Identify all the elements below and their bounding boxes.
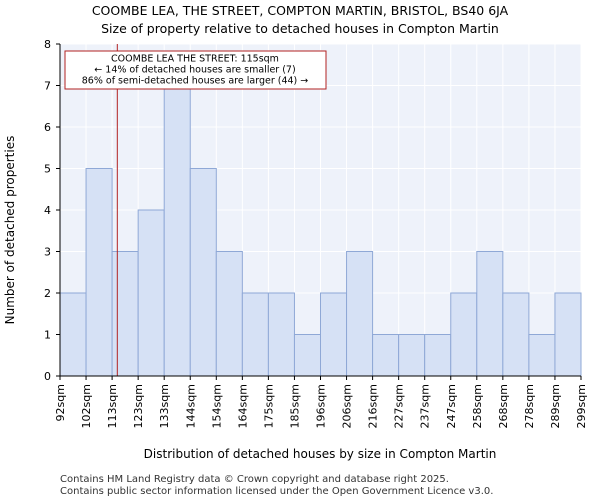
x-tick-label-164sqm: 164sqm [236, 384, 249, 428]
x-tick-label-133sqm: 133sqm [158, 384, 171, 428]
x-tick-label-123sqm: 123sqm [132, 384, 145, 428]
bar-268sqm [502, 292, 530, 377]
bar-175sqm [267, 292, 295, 377]
x-tick-label-102sqm: 102sqm [80, 384, 93, 428]
bar-289sqm [554, 292, 582, 377]
y-tick-label-8: 8 [44, 38, 51, 51]
x-tick-label-237sqm: 237sqm [419, 384, 432, 428]
chart-title: COOMBE LEA, THE STREET, COMPTON MARTIN, … [91, 3, 509, 18]
y-tick-label-1: 1 [44, 329, 51, 342]
x-tick-label-258sqm: 258sqm [471, 384, 484, 428]
footer-line-1: Contains HM Land Registry data © Crown c… [60, 474, 449, 485]
annotation-line-2: ← 14% of detached houses are smaller (7) [94, 65, 295, 76]
x-tick-label-144sqm: 144sqm [184, 384, 197, 428]
axes: 0 1 2 3 4 5 6 7 8 92sqm 102sqm 113sqm 123sqm 133sqm 14… [44, 38, 588, 428]
x-tick-label-278sqm: 278sqm [523, 384, 536, 428]
x-tick-label-196sqm: 196sqm [315, 384, 328, 428]
bar-258sqm [476, 251, 504, 377]
bar-227sqm [398, 334, 426, 377]
histogram-chart: COOMBE LEA THE STREET: 115sqm ← 14% of d… [3, 38, 588, 461]
annotation-box: COOMBE LEA THE STREET: 115sqm ← 14% of d… [64, 50, 327, 90]
y-tick-label-7: 7 [44, 80, 51, 93]
x-tick-label-113sqm: 113sqm [106, 384, 119, 428]
chart-subtitle: Size of property relative to detached ho… [101, 21, 499, 36]
bar-154sqm [215, 251, 243, 377]
y-tick-label-6: 6 [44, 121, 51, 134]
bar-237sqm [424, 334, 452, 377]
y-tick-label-2: 2 [44, 287, 51, 300]
x-tick-label-227sqm: 227sqm [393, 384, 406, 428]
y-tick-label-3: 3 [44, 246, 51, 259]
bar-144sqm [189, 168, 217, 377]
bars [59, 85, 582, 377]
annotation-line-1: COOMBE LEA THE STREET: 115sqm [111, 54, 279, 65]
x-tick-label-216sqm: 216sqm [367, 384, 380, 428]
x-tick-label-289sqm: 289sqm [549, 384, 562, 428]
bar-92sqm [59, 292, 87, 377]
x-axis-label: Distribution of detached houses by size … [144, 447, 497, 461]
x-tick-label-92sqm: 92sqm [54, 384, 67, 421]
y-tick-label-5: 5 [44, 163, 51, 176]
x-tick-label-299sqm: 299sqm [575, 384, 588, 428]
x-tick-label-268sqm: 268sqm [497, 384, 510, 428]
bar-113sqm [111, 251, 139, 377]
bar-196sqm [320, 292, 348, 377]
x-tick-label-185sqm: 185sqm [288, 384, 301, 428]
bar-216sqm [372, 334, 400, 377]
x-tick-label-206sqm: 206sqm [341, 384, 354, 428]
y-tick-label-0: 0 [44, 370, 51, 383]
annotation-border [64, 50, 327, 90]
bar-123sqm [137, 209, 165, 377]
y-axis-label: Number of detached properties [3, 136, 17, 325]
bar-133sqm [163, 85, 191, 377]
bar-185sqm [293, 334, 322, 377]
bar-206sqm [346, 251, 374, 377]
x-tick-label-154sqm: 154sqm [210, 384, 223, 428]
bar-102sqm [85, 168, 113, 377]
x-tick-label-247sqm: 247sqm [445, 384, 458, 428]
y-tick-label-4: 4 [44, 204, 51, 217]
footer-line-2: Contains public sector information licen… [60, 486, 494, 497]
bar-278sqm [528, 334, 556, 377]
annotation-line-3: 86% of semi-detached houses are larger (… [82, 76, 309, 87]
bar-247sqm [450, 292, 478, 377]
bar-164sqm [241, 292, 269, 377]
x-tick-label-175sqm: 175sqm [262, 384, 275, 428]
